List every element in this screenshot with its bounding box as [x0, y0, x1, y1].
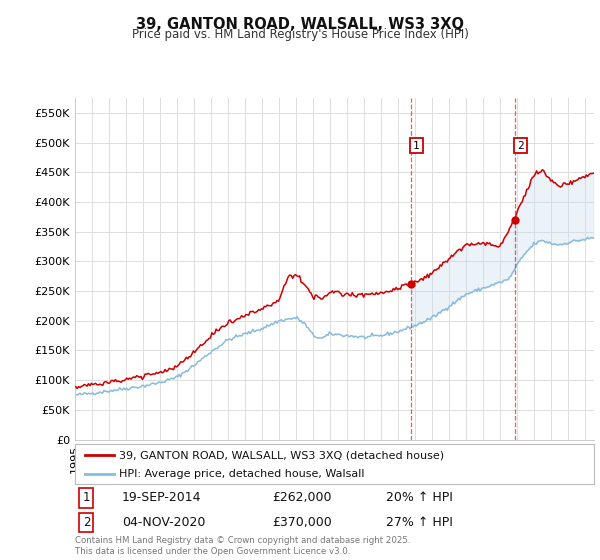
Text: Contains HM Land Registry data © Crown copyright and database right 2025.
This d: Contains HM Land Registry data © Crown c…	[75, 536, 410, 556]
Text: 1: 1	[83, 491, 90, 505]
Text: £262,000: £262,000	[272, 491, 332, 505]
Text: HPI: Average price, detached house, Walsall: HPI: Average price, detached house, Wals…	[119, 469, 365, 479]
Text: 27% ↑ HPI: 27% ↑ HPI	[386, 516, 453, 529]
Text: 2: 2	[83, 516, 90, 529]
Text: £370,000: £370,000	[272, 516, 332, 529]
Text: 20% ↑ HPI: 20% ↑ HPI	[386, 491, 453, 505]
Text: Price paid vs. HM Land Registry's House Price Index (HPI): Price paid vs. HM Land Registry's House …	[131, 28, 469, 41]
Text: 1: 1	[413, 141, 420, 151]
Text: 39, GANTON ROAD, WALSALL, WS3 3XQ: 39, GANTON ROAD, WALSALL, WS3 3XQ	[136, 17, 464, 32]
Text: 39, GANTON ROAD, WALSALL, WS3 3XQ (detached house): 39, GANTON ROAD, WALSALL, WS3 3XQ (detac…	[119, 450, 444, 460]
Text: 19-SEP-2014: 19-SEP-2014	[122, 491, 201, 505]
Text: 2: 2	[517, 141, 524, 151]
Text: 04-NOV-2020: 04-NOV-2020	[122, 516, 205, 529]
